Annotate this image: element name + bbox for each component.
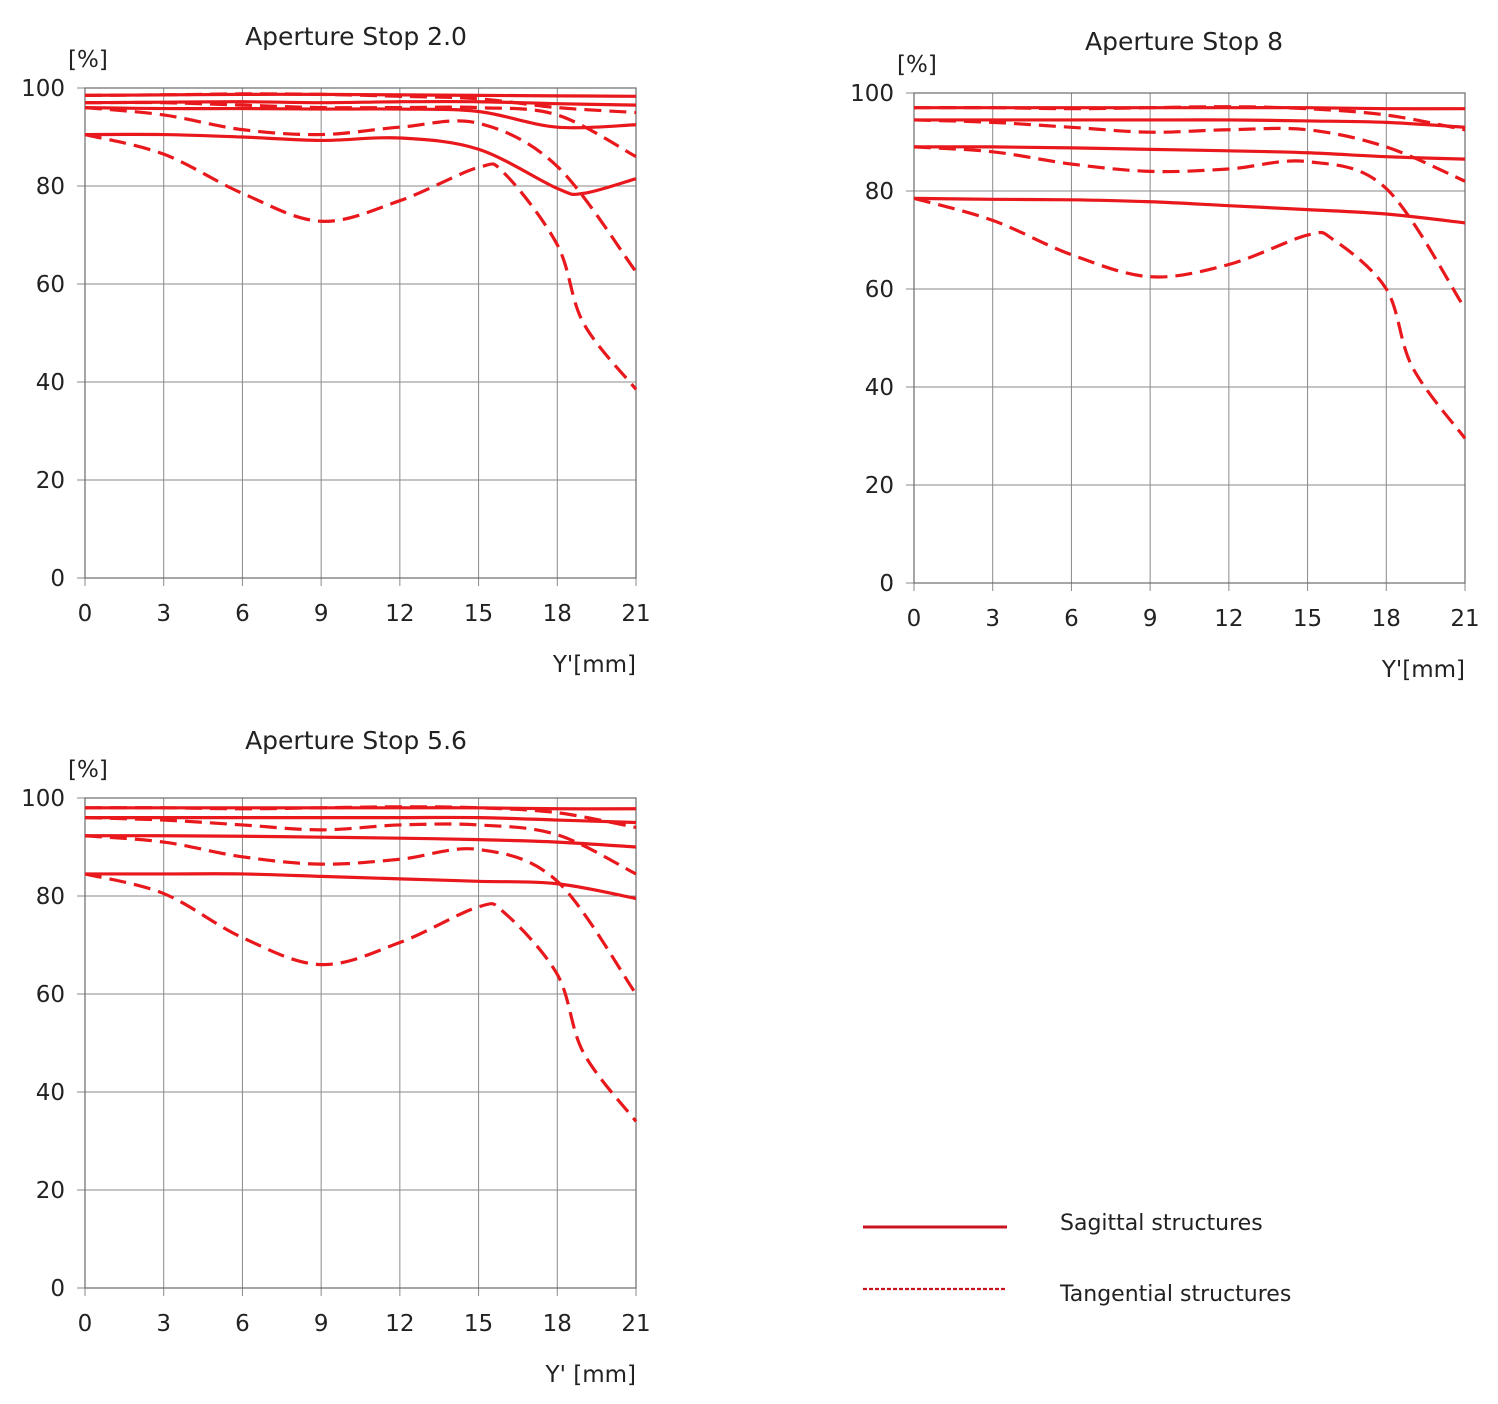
series-line-f56-dashed-1 [84, 805, 637, 829]
series-line-f2-dashed-5 [84, 106, 638, 273]
series-line-f56-solid-6 [85, 872, 637, 901]
chart-title-f8: Aperture Stop 8 [1085, 27, 1283, 56]
y-tick-f56: 100 [21, 786, 65, 812]
y-tick-f56: 40 [36, 1080, 65, 1106]
plot-frame-f2 [84, 87, 637, 579]
y-tick-f2: 40 [36, 370, 65, 396]
x-tick-f2: 21 [621, 601, 650, 627]
x-axis-label-f2: Y'[mm] [552, 652, 636, 678]
y-tick-f8: 80 [865, 179, 894, 205]
legend-sagittal-label: Sagittal structures [1060, 1211, 1263, 1236]
series-line-f2-dashed-1 [84, 92, 637, 115]
y-tick-f56: 20 [36, 1178, 65, 1204]
series-line-f2-solid-4 [84, 106, 637, 130]
x-tick-f8: 3 [985, 606, 1000, 632]
series-line-f2-solid-6 [84, 132, 637, 197]
y-tick-f2: 60 [36, 272, 65, 298]
chart-title-f56: Aperture Stop 5.6 [245, 726, 467, 755]
y-axis-label-f8: [%] [897, 52, 937, 78]
y-tick-f56: 60 [36, 982, 65, 1008]
x-tick-f56: 6 [235, 1311, 250, 1337]
x-tick-f8: 0 [907, 606, 922, 632]
series-line-f56-solid-2 [85, 815, 637, 825]
x-tick-f56: 18 [543, 1311, 572, 1337]
plot-frame-f8 [913, 92, 1466, 584]
x-tick-f2: 6 [235, 601, 250, 627]
legend-tangential-label: Tangential structures [1059, 1282, 1291, 1307]
y-tick-f56: 0 [50, 1276, 65, 1302]
y-axis-label-f2: [%] [68, 47, 108, 73]
x-tick-f56: 0 [78, 1311, 93, 1337]
series-line-f8-solid-6 [913, 196, 1466, 225]
y-tick-f2: 80 [36, 174, 65, 200]
x-tick-f8: 15 [1293, 606, 1322, 632]
x-tick-f2: 18 [543, 601, 572, 627]
legend: Sagittal structures Tangential structure… [863, 1211, 1291, 1307]
x-tick-f56: 9 [314, 1311, 329, 1337]
y-axis-label-f56: [%] [68, 757, 108, 783]
series-line-f56-dashed-3 [84, 816, 637, 876]
x-tick-f56: 3 [156, 1311, 171, 1337]
x-tick-f2: 15 [464, 601, 493, 627]
x-axis-label-f56: Y' [mm] [545, 1362, 636, 1388]
series-line-f8-dashed-5 [913, 145, 1467, 310]
chart-f2: Aperture Stop 2.0 [%] 0 3 6 9 12 15 18 21 0 20 40 60 8… [21, 22, 651, 678]
x-tick-f2: 3 [156, 601, 171, 627]
chart-title-f2: Aperture Stop 2.0 [245, 22, 467, 51]
series-line-f8-solid-2 [914, 118, 1466, 129]
y-tick-f8: 100 [850, 81, 894, 107]
series-line-f8-solid-4 [913, 145, 1466, 161]
x-tick-f8: 21 [1450, 606, 1479, 632]
y-tick-f2: 20 [36, 468, 65, 494]
y-tick-f8: 20 [865, 473, 894, 499]
series-line-f56-dashed-7 [84, 872, 638, 1123]
series-line-f56-dashed-5 [84, 834, 638, 995]
series-line-f8-dashed-7 [913, 196, 1467, 440]
x-tick-f56: 12 [385, 1311, 414, 1337]
chart-f8: Aperture Stop 8 [%] 0 3 6 9 12 15 18 21 0 20 40 60 80 1… [850, 27, 1480, 683]
x-axis-label-f8: Y'[mm] [1381, 657, 1465, 683]
series-line-f2-dashed-3 [84, 100, 637, 159]
y-tick-f8: 0 [879, 571, 894, 597]
x-tick-f8: 6 [1064, 606, 1079, 632]
y-tick-f2: 100 [21, 76, 65, 102]
x-tick-f8: 18 [1372, 606, 1401, 632]
x-tick-f56: 15 [464, 1311, 493, 1337]
chart-f56: Aperture Stop 5.6 [%] 0 3 6 9 12 15 18 21 0 20 40 60 8… [21, 726, 651, 1388]
y-tick-f56: 80 [36, 884, 65, 910]
series-line-f56-solid-4 [84, 834, 637, 849]
x-tick-f2: 9 [314, 601, 329, 627]
x-tick-f2: 0 [78, 601, 93, 627]
series-line-f2-dashed-7 [84, 132, 638, 391]
x-tick-f2: 12 [385, 601, 414, 627]
plot-frame-f56 [84, 797, 637, 1289]
y-tick-f8: 60 [865, 277, 894, 303]
series-line-f8-dashed-3 [913, 118, 1466, 183]
x-tick-f8: 12 [1214, 606, 1243, 632]
series-line-f8-dashed-1 [913, 105, 1466, 132]
y-tick-f8: 40 [865, 375, 894, 401]
x-tick-f56: 21 [621, 1311, 650, 1337]
x-tick-f8: 9 [1143, 606, 1158, 632]
y-tick-f2: 0 [50, 566, 65, 592]
